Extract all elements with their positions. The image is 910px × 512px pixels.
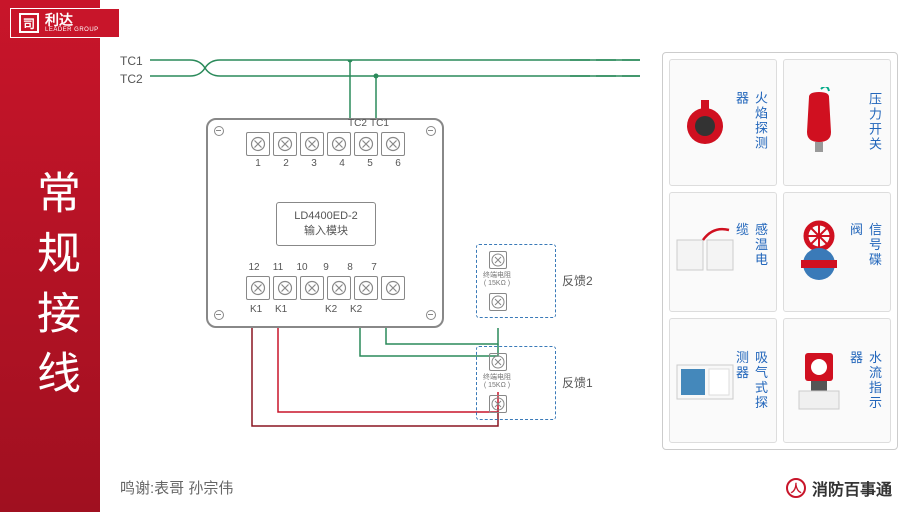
device-label: 信号碟阀 [846, 222, 884, 281]
bot-terminals [246, 276, 405, 300]
device-label: 压力开关 [865, 92, 884, 152]
device-icon [670, 319, 740, 442]
terminal-icon [489, 293, 507, 311]
terminal [381, 132, 405, 156]
gallery-item: 压力开关 [783, 59, 891, 186]
logo-icon: 司 [19, 13, 39, 33]
terminal [300, 276, 324, 300]
device-label: 水流指示器 [846, 350, 884, 411]
wiring-diagram: TC1 TC2 TC2 TC1 123456 LD4400ED-2 输入模块 1… [120, 50, 640, 470]
brand-name: 利达 [45, 13, 99, 27]
device-icon [784, 60, 854, 185]
brand-sub: LEADER GROUP [45, 27, 99, 33]
feedback2-box: 终端电阻( 15KΩ ) [476, 244, 556, 318]
terminal [300, 132, 324, 156]
terminal-icon [489, 251, 507, 269]
terminal-icon [489, 353, 507, 371]
bot-labels: K1K1K2K2 [250, 304, 387, 315]
footer-logo-icon: 人 [786, 478, 806, 498]
terminal [381, 276, 405, 300]
feedback1-label: 反馈1 [562, 374, 593, 391]
credit-text: 鸣谢:表哥 孙宗伟 [120, 477, 233, 498]
terminal [246, 276, 270, 300]
input-module: TC2 TC1 123456 LD4400ED-2 输入模块 121110987… [206, 118, 444, 328]
device-icon [670, 60, 740, 185]
gallery-item: 水流指示器 [783, 318, 891, 443]
module-subtitle: 输入模块 [304, 222, 348, 238]
device-label: 感温电缆 [732, 222, 770, 281]
bot-nums: 121110987 [248, 262, 380, 273]
terminal [246, 132, 270, 156]
screw-icon [214, 126, 224, 136]
terminal-icon [489, 395, 507, 413]
device-label: 火焰探测器 [732, 91, 770, 153]
top-terminals [246, 132, 405, 156]
terminal [354, 276, 378, 300]
terminal [273, 276, 297, 300]
device-icon [784, 193, 854, 312]
gallery-item: 信号碟阀 [783, 192, 891, 313]
module-model: LD4400ED-2 [294, 210, 358, 222]
resistor-label: 终端电阻( 15KΩ ) [483, 374, 511, 391]
sidebar: 司 利达 LEADER GROUP 常规接线 [0, 0, 100, 512]
resistor-label: 终端电阻( 15KΩ ) [483, 272, 511, 289]
device-gallery: 火焰探测器 压力开关感温电缆 信号碟阀吸气式探测器 水流指示器 [662, 52, 898, 450]
tc2-label: TC2 [120, 72, 143, 86]
page-title: 常规接线 [22, 170, 86, 410]
device-icon [670, 193, 740, 312]
screw-icon [426, 126, 436, 136]
tc1-label: TC1 [120, 54, 143, 68]
terminal [327, 132, 351, 156]
feedback2-label: 反馈2 [562, 272, 593, 289]
gallery-item: 感温电缆 [669, 192, 777, 313]
module-label-box: LD4400ED-2 输入模块 [276, 202, 376, 246]
device-icon [784, 319, 854, 442]
screw-icon [214, 310, 224, 320]
device-label: 吸气式探测器 [732, 350, 770, 411]
terminal [327, 276, 351, 300]
gallery-item: 吸气式探测器 [669, 318, 777, 443]
feedback1-box: 终端电阻( 15KΩ ) [476, 346, 556, 420]
terminal [354, 132, 378, 156]
terminal [273, 132, 297, 156]
footer-logo: 人 消防百事通 [786, 476, 892, 500]
top-tc-labels: TC2 TC1 [348, 118, 382, 129]
top-nums: 123456 [252, 158, 404, 169]
footer-text: 消防百事通 [812, 476, 892, 500]
brand-logo: 司 利达 LEADER GROUP [10, 8, 120, 38]
gallery-item: 火焰探测器 [669, 59, 777, 186]
screw-icon [426, 310, 436, 320]
